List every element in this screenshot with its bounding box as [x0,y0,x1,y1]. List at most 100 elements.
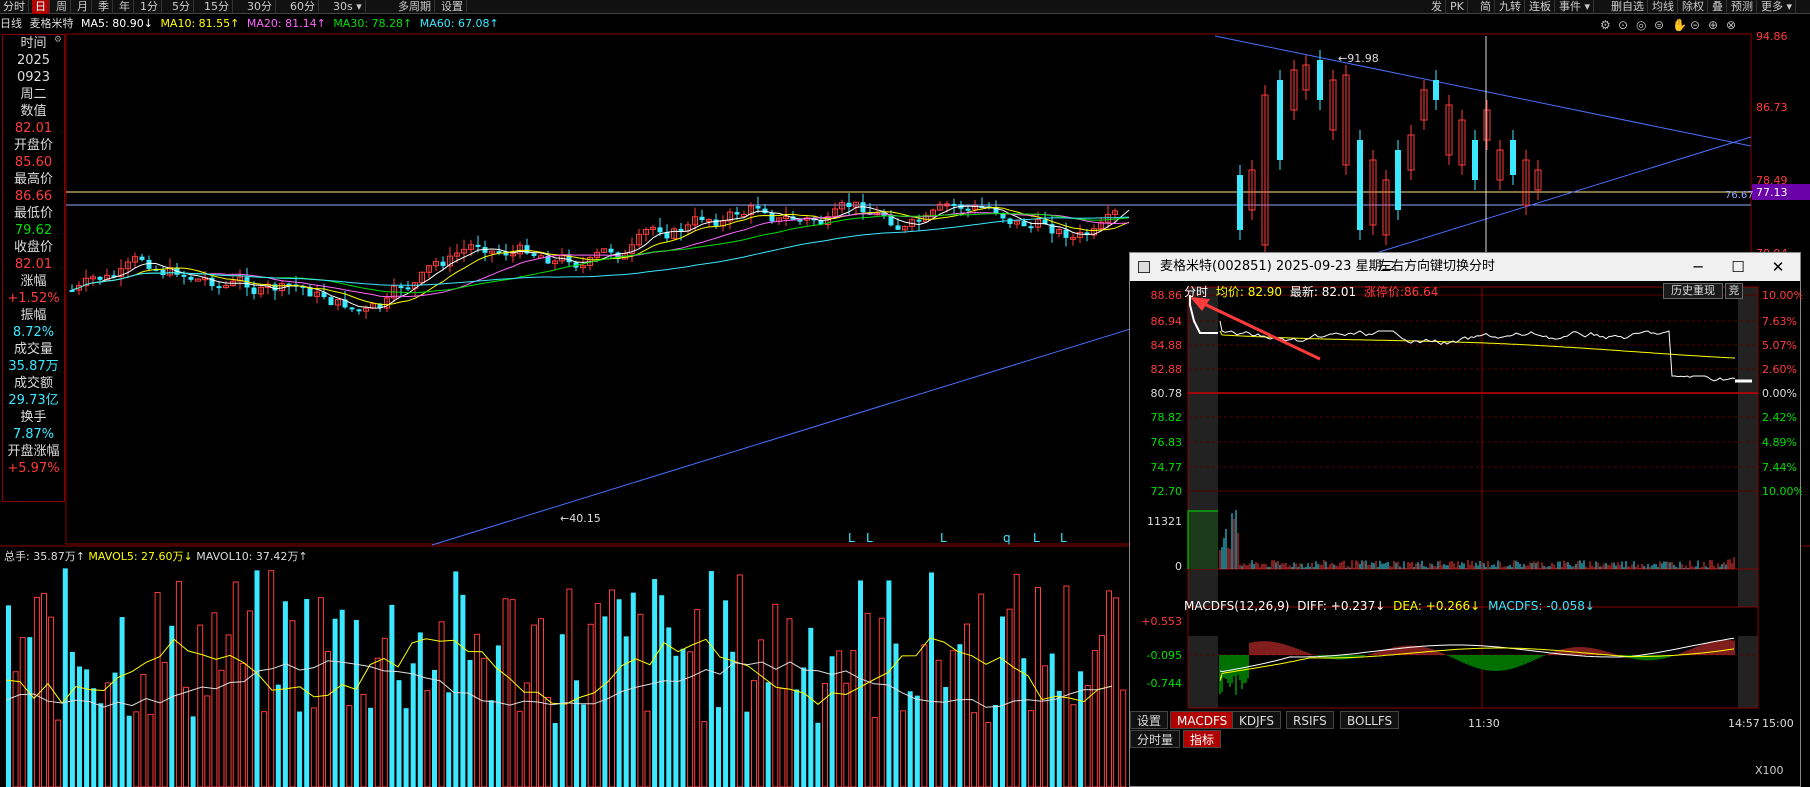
tool-button-3[interactable]: 九转 [1496,0,1525,14]
candle-body [629,244,635,254]
sub-tab-1[interactable]: 指标 [1183,730,1222,748]
candle-body [678,228,684,231]
volume-bar [716,707,721,787]
candle-body [328,297,334,306]
period-tab-4[interactable]: 季 [95,0,113,14]
sub-tab-0[interactable]: 分时量 [1130,730,1181,748]
tool-button-10[interactable]: 预测 [1728,0,1757,14]
scale-label: X100 [1755,764,1784,777]
period-tab-10[interactable]: 60分 [287,0,319,14]
tool-button-1[interactable]: PK [1447,0,1468,14]
volume-bar [921,644,928,787]
app-icon [1138,261,1150,273]
candle-body [440,261,446,266]
period-tab-1[interactable]: 日 [32,0,50,14]
candle-body [965,208,971,211]
volume-bar [467,659,473,787]
period-tab-8[interactable]: 15分 [201,0,233,14]
indicator-tab-4[interactable]: BOLLFS [1340,711,1400,729]
tool-button-6[interactable]: 删自选 [1608,0,1648,14]
gear-icon[interactable]: ⚙ [53,35,62,45]
candle-body [839,202,845,210]
indicator-tab-1[interactable]: MACDFS [1170,711,1235,729]
close-icon[interactable]: ✕ [1771,258,1785,276]
period-tab-12[interactable]: 多周期 [395,0,435,14]
tool-button-8[interactable]: 除权 [1679,0,1708,14]
period-tab-11[interactable]: 30s ▾ [330,0,366,14]
indicator-tab-2[interactable]: KDJFS [1232,711,1281,729]
volume-bar [27,637,33,787]
volume-bar [929,572,934,787]
volume-bar [943,687,949,787]
volume-bar [808,627,814,787]
minimize-icon[interactable]: ─ [1693,258,1703,276]
top-toolbar: 分时日周月季年 1分 5分 15分 30分 60分 30s ▾ 多周期 设置 更多 ▾ 预测叠除权均… [0,0,1810,14]
candle-body [1382,179,1390,236]
volume-bar [317,597,324,787]
candle-body [1091,228,1097,236]
intraday-price-label: 80.78 [1151,387,1183,400]
candle-body [405,287,411,290]
volume-bar [708,571,714,787]
volume-bar [275,684,281,787]
volume-bar [190,716,196,787]
intraday-popup-window[interactable]: 麦格米特(002851) 2025-09-23 星期二 左右方向键切换分时 ─ … [1129,252,1802,787]
period-tab-3[interactable]: 月 [74,0,92,14]
ma10-value: MA10: 81.55↑ [160,17,240,30]
period-tab-5[interactable]: 年 [116,0,134,14]
history-replay-button[interactable]: 历史重现 [1663,283,1723,299]
ma-line [71,205,1130,309]
period-tab-9[interactable]: 30分 [244,0,276,14]
volume-bar [239,663,246,787]
volume-bar [246,610,253,787]
tool-button-7[interactable]: 均线 [1649,0,1678,14]
volume-bar [723,600,729,787]
volume-bar [339,609,345,787]
popup-title-bar[interactable]: 麦格米特(002851) 2025-09-23 星期二 左右方向键切换分时 ─ … [1130,253,1800,281]
candle-body [1302,64,1310,91]
volume-bar [374,657,381,787]
volume-bar [218,669,225,787]
tool-button-11[interactable]: 更多 ▾ [1758,0,1797,14]
indicator-tab-3[interactable]: RSIFS [1286,711,1334,729]
info-value-0: 2025 [16,53,51,68]
volume-bar [765,682,771,787]
tool-button-0[interactable]: 发 [1428,0,1446,14]
period-tab-7[interactable]: 5分 [169,0,194,14]
period-tab-13[interactable]: 设置 [438,0,467,14]
intraday-chart[interactable]: 88.86 10.00% 86.94 7.63% 84.88 5.07% 82.88 2.60… [1130,281,1802,787]
info-label-2: 开盘价 [13,138,53,153]
candle-body [475,244,481,247]
info-label-7: 振幅 [20,308,47,323]
period-tab-2[interactable]: 周 [53,0,71,14]
volume-bar [581,704,587,787]
candle-body [818,220,824,225]
candle-body [1021,221,1027,227]
period-tab-6[interactable]: 1分 [137,0,162,14]
indicator-tab-0[interactable]: 设置 [1130,711,1169,729]
dea-line [1219,647,1735,682]
price-axis-label: 78.49 [1756,174,1788,187]
tool-button-5[interactable]: 事件 ▾ [1556,0,1595,14]
tool-button-4[interactable]: 连板 [1526,0,1555,14]
volume-bar [701,721,708,787]
volume-bar [91,688,97,787]
volume-bar [417,632,423,787]
chart-tool-icon: ⊕ [1708,18,1718,32]
volume-bar [644,710,651,787]
volume-bar [545,696,552,787]
info-value-0: 0923 [16,70,51,85]
intraday-pct-label: 7.44% [1762,461,1797,474]
info-value-3: 86.66 [14,189,53,204]
volume-bar [637,613,644,787]
tool-button-2[interactable]: 简 [1477,0,1495,14]
candle-body [1534,169,1542,191]
period-tab-0[interactable]: 分时 [0,0,29,14]
auction-button[interactable]: 竞 [1725,283,1743,299]
maximize-icon[interactable]: ☐ [1731,258,1745,276]
tool-button-9[interactable]: 叠 [1709,0,1727,14]
candle-body [398,286,404,289]
candle-body [1261,94,1269,246]
volume-bar [289,620,296,787]
